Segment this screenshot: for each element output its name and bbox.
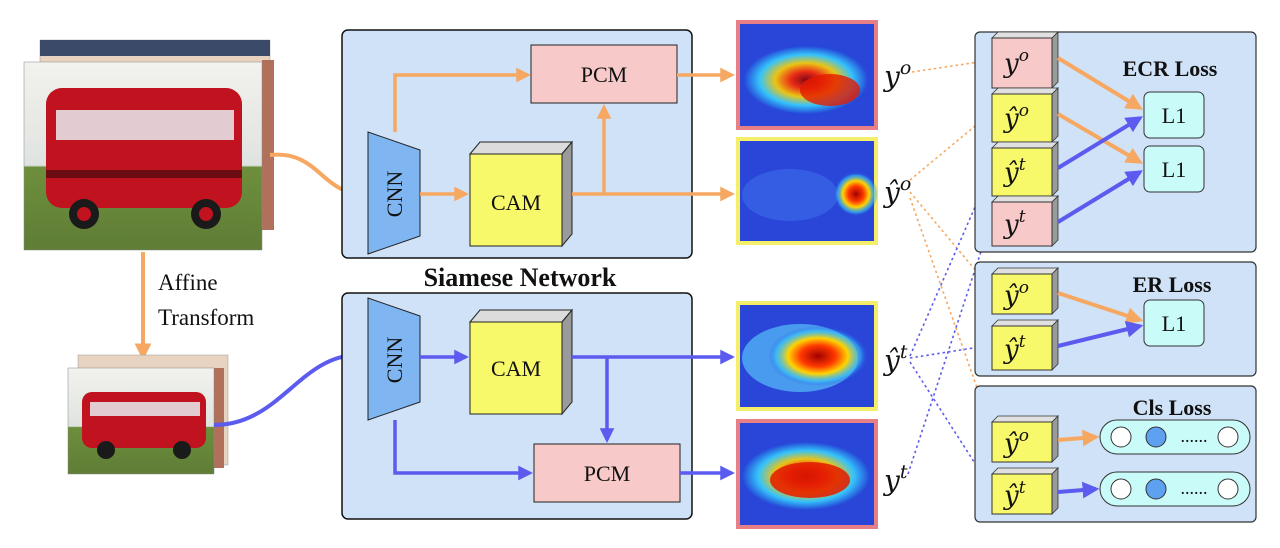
affine-label-line2: Transform xyxy=(158,305,254,330)
siamese-title: Siamese Network xyxy=(424,263,617,292)
ecr-loss-panel: ECR Loss yo ŷo ŷt yt L1 xyxy=(974,31,1257,253)
svg-text:L1: L1 xyxy=(1162,311,1186,336)
svg-text:yo: yo xyxy=(1003,46,1029,79)
svg-text:......: ...... xyxy=(1181,478,1208,498)
cam-bottom-label: CAM xyxy=(491,356,541,381)
symbol-yhat-t: ŷt xyxy=(882,341,908,377)
cls-loss-panel: Cls Loss ŷo ŷt ...... ...... xyxy=(974,385,1257,523)
svg-text:L1: L1 xyxy=(1162,157,1186,182)
svg-text:ŷo: ŷo xyxy=(1003,101,1029,134)
svg-text:......: ...... xyxy=(1181,426,1208,446)
symbol-y-t: yt xyxy=(882,461,908,497)
heatmap-yhat-o xyxy=(736,137,878,245)
svg-text:yt: yt xyxy=(1003,207,1026,240)
pcm-top-label: PCM xyxy=(581,62,627,87)
cls-input-yhat-t: ŷt xyxy=(991,467,1059,515)
cam-bottom: CAM xyxy=(468,308,574,416)
cam-top: CAM xyxy=(468,140,574,248)
svg-text:ŷt: ŷt xyxy=(1003,155,1026,188)
bus-photo xyxy=(46,88,242,229)
ecr-input-yhat-t: ŷt xyxy=(991,141,1059,197)
cnn-bottom: CNN xyxy=(367,297,421,421)
cnn-bottom-label: CNN xyxy=(382,337,407,384)
er-input-yhat-t: ŷt xyxy=(991,319,1059,371)
affine-label-line1: Affine xyxy=(158,270,218,295)
ecr-loss-title: ECR Loss xyxy=(1123,56,1218,81)
cam-top-label: CAM xyxy=(491,190,541,215)
cnn-top-label: CNN xyxy=(382,171,407,218)
svg-text:L1: L1 xyxy=(1162,103,1186,128)
er-input-yhat-o: ŷo xyxy=(991,267,1059,315)
heatmap-yhat-t xyxy=(736,301,878,411)
svg-text:ŷt: ŷt xyxy=(1003,332,1026,365)
heatmap-y-t xyxy=(736,419,878,529)
ecr-input-yhat-o: ŷo xyxy=(991,87,1059,143)
svg-text:ŷo: ŷo xyxy=(1003,278,1029,311)
transformed-image-stack xyxy=(67,354,229,475)
cls-input-yhat-o: ŷo xyxy=(991,415,1059,463)
cls-vector-top: ...... xyxy=(1099,419,1251,455)
cls-vector-bottom: ...... xyxy=(1099,471,1251,507)
ecr-l1-a: L1 xyxy=(1143,91,1205,139)
pcm-bottom: PCM xyxy=(533,443,681,503)
svg-text:ŷt: ŷt xyxy=(1003,478,1026,511)
pcm-top: PCM xyxy=(530,44,678,104)
svg-text:ŷo: ŷo xyxy=(1003,426,1029,459)
symbol-y-o: yo xyxy=(882,57,911,93)
er-loss-title: ER Loss xyxy=(1133,272,1212,297)
pcm-bottom-label: PCM xyxy=(584,461,630,486)
original-image-stack xyxy=(23,39,274,251)
ecr-input-y-t: yt xyxy=(991,195,1059,247)
cnn-to-pcm-top-arrow xyxy=(393,67,531,132)
ecr-l1-b: L1 xyxy=(1143,145,1205,193)
er-loss-panel: ER Loss ŷo ŷt L1 xyxy=(974,261,1257,377)
transformed-bus-photo xyxy=(82,392,206,459)
er-l1: L1 xyxy=(1143,299,1205,347)
trans-to-cnn-arrow xyxy=(213,346,362,427)
cnn-to-pcm-bottom-arrow xyxy=(393,420,533,481)
symbol-yhat-o: ŷo xyxy=(882,173,911,209)
cls-loss-title: Cls Loss xyxy=(1133,395,1212,420)
cnn-top: CNN xyxy=(367,131,421,255)
heatmap-y-o xyxy=(736,20,878,130)
ecr-input-y-o: yo xyxy=(991,31,1059,89)
